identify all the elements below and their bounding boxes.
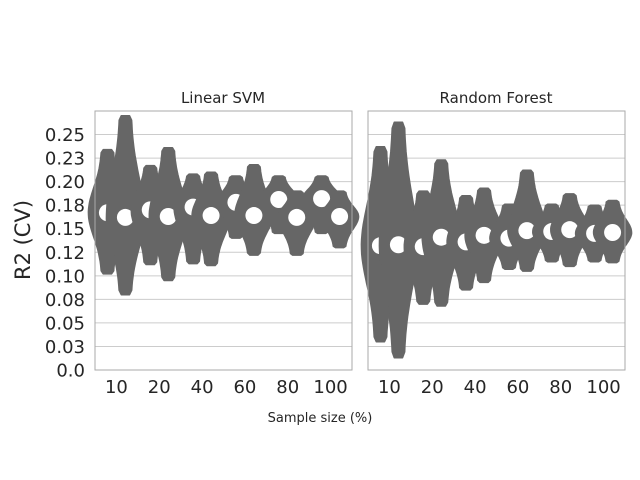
y-tick-label: 0.25 (45, 125, 85, 146)
median-marker (331, 207, 349, 225)
x-tick-label: 100 (586, 377, 620, 398)
y-tick-label: 0.08 (45, 290, 85, 311)
x-tick-labels: 10 20 40 60 80 100 (378, 377, 621, 398)
y-tick-label: 0.03 (45, 337, 85, 358)
x-axis-label: Sample size (%) (268, 411, 373, 426)
y-axis-label: R2 (CV) (11, 200, 35, 280)
violin-body (105, 114, 146, 296)
median-marker (518, 222, 536, 240)
axes-frame (94, 110, 353, 371)
median-marker (159, 207, 177, 225)
median-marker (389, 236, 407, 254)
median-marker (202, 207, 220, 225)
panel-title: Linear SVM (181, 89, 265, 107)
y-tick-label: 0.23 (45, 149, 85, 170)
y-tick-label: 0.05 (45, 313, 85, 334)
x-tick-label: 10 (378, 377, 401, 398)
x-tick-label: 80 (276, 377, 299, 398)
violin-body (507, 169, 547, 272)
median-marker (116, 208, 134, 226)
panel-random-forest: Random Forest 10 20 40 60 80 100 (360, 89, 633, 398)
violins (87, 114, 360, 296)
x-tick-label: 40 (191, 377, 214, 398)
median-marker (270, 191, 288, 209)
x-tick-label: 80 (549, 377, 572, 398)
x-tick-label: 10 (105, 377, 128, 398)
y-tick-label: 0.18 (45, 196, 85, 217)
median-marker (475, 226, 493, 244)
y-tick-label: 0.10 (45, 266, 85, 287)
x-tick-label: 20 (148, 377, 171, 398)
x-tick-labels: 10 20 40 60 80 100 (105, 377, 348, 398)
median-marker (288, 208, 306, 226)
violins (360, 121, 633, 359)
median-marker (245, 207, 263, 225)
y-tick-label: 0.20 (45, 172, 85, 193)
median-marker (432, 228, 450, 246)
x-tick-label: 60 (233, 377, 256, 398)
x-tick-label: 20 (421, 377, 444, 398)
median-marker (313, 190, 331, 208)
median-marker (604, 223, 622, 241)
x-tick-label: 100 (313, 377, 347, 398)
y-tick-label: 0.0 (56, 361, 85, 382)
axes-frame (367, 110, 626, 371)
y-tick-label: 0.12 (45, 243, 85, 264)
median-marker (561, 221, 579, 239)
x-tick-label: 60 (506, 377, 529, 398)
panel-linear-svm: Linear SVM 0.00.030.050.080.100.120.150.… (45, 89, 360, 398)
x-tick-label: 40 (464, 377, 487, 398)
panel-title: Random Forest (440, 89, 553, 107)
y-tick-labels: 0.0 0.03 0.050.08 0.100.12 0.150.18 0.200.23 0… (45, 125, 85, 381)
y-tick-label: 0.15 (45, 219, 85, 240)
